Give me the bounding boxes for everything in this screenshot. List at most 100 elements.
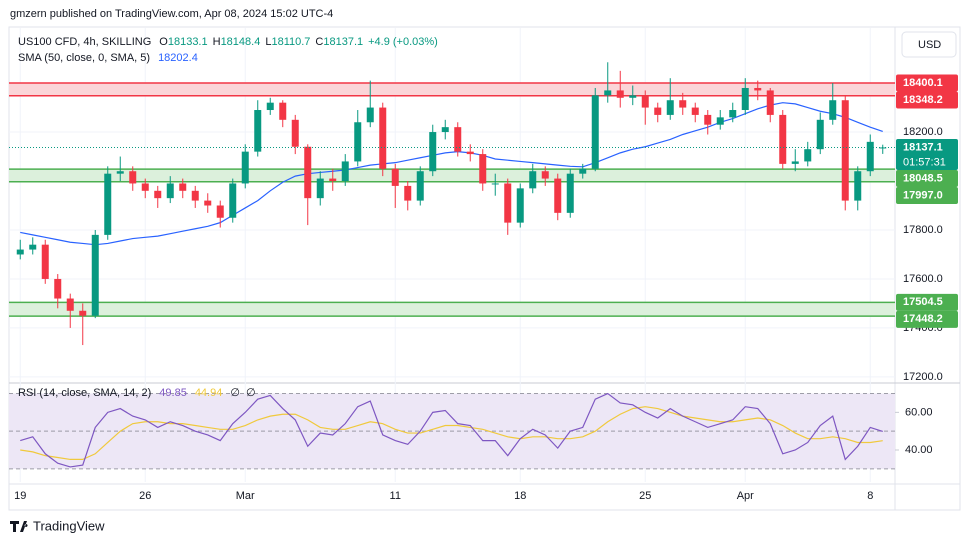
zone-price-label: 17448.2: [903, 313, 943, 325]
candle-body: [104, 173, 112, 235]
candle-body: [54, 278, 62, 299]
zone: [9, 302, 895, 317]
x-tick-label: Mar: [236, 490, 255, 502]
ohlc-letter: O: [159, 36, 168, 48]
x-tick-label: 8: [867, 490, 873, 502]
x-tick-label: 11: [390, 490, 401, 502]
candle-body: [329, 178, 337, 182]
candle-body: [816, 119, 824, 150]
rsi-line: [20, 392, 883, 468]
candle-body: [691, 107, 699, 115]
sma-legend: SMA (50, close, 0, SMA, 5): [18, 52, 150, 64]
candle-body: [354, 122, 362, 162]
zone-price-label: 17504.5: [903, 296, 943, 308]
change: +4.9 (+0.03%): [368, 36, 438, 48]
candle-body: [516, 188, 524, 223]
ohlc-value: 18137.1: [323, 36, 363, 48]
y-tick-label: 17600.0: [903, 273, 943, 285]
candle-body: [404, 185, 412, 201]
ohlc-value: 18133.1: [168, 36, 208, 48]
candle-body: [254, 110, 262, 152]
candle-body: [204, 200, 212, 206]
candle-body: [129, 171, 137, 184]
zone-price-box: [896, 91, 958, 109]
candle-body: [441, 127, 449, 133]
candle-body: [716, 117, 724, 125]
countdown: 01:57:31: [903, 156, 946, 168]
published-note: gmzern published on TradingView.com, Apr…: [10, 8, 333, 20]
candle-body: [841, 100, 849, 201]
candle-body: [91, 234, 99, 316]
candle-body: [416, 171, 424, 201]
candle-body: [179, 183, 187, 191]
candle-body: [279, 102, 287, 120]
candle-body: [316, 178, 324, 199]
ohlc-value: 18148.4: [221, 36, 261, 48]
candle-body: [529, 171, 537, 189]
zone-price-box: [896, 310, 958, 328]
candle-body: [579, 168, 587, 174]
rsi-tick-label: 60.00: [905, 406, 933, 418]
currency[interactable]: USD: [918, 39, 941, 51]
candle-body: [729, 110, 737, 118]
rsi-tick-label: 40.00: [905, 444, 933, 456]
zone-price-box: [896, 169, 958, 187]
candle-body: [241, 151, 249, 184]
candle-body: [629, 95, 637, 98]
candle-body: [154, 190, 162, 199]
rsi-legend: RSI (14, close, SMA, 14, 2): [18, 387, 151, 399]
ohlc-letter: H: [213, 36, 221, 48]
candle-body: [16, 249, 24, 255]
x-tick-label: Apr: [737, 490, 754, 502]
candle-body: [266, 102, 274, 111]
candle-body: [79, 310, 87, 316]
candle-body: [666, 100, 674, 115]
zone-price-label: 17997.0: [903, 189, 943, 201]
ohlc-value: 18110.7: [271, 36, 310, 48]
zone-price-label: 18048.5: [903, 172, 943, 184]
ohlc-letter: C: [315, 36, 323, 48]
candle-body: [379, 107, 387, 169]
y-tick-label: 17200.0: [903, 371, 943, 383]
zone-price-box: [896, 74, 958, 92]
candle-body: [804, 149, 812, 162]
candle-body: [304, 146, 312, 199]
zone: [9, 83, 895, 96]
candle-body: [829, 100, 837, 120]
candle-body: [341, 161, 349, 182]
zone: [9, 169, 895, 182]
brand-logo: [10, 521, 28, 532]
rsi-line: [20, 406, 883, 461]
candle-body: [66, 298, 74, 311]
x-tick-label: 26: [139, 490, 151, 502]
candle-body: [654, 107, 662, 115]
candle-body: [491, 183, 499, 185]
rsi-legend-value: 44.94: [195, 387, 223, 399]
rsi-legend-empty: ∅: [246, 387, 256, 399]
zone-price-label: 18348.2: [903, 94, 943, 106]
candle-body: [616, 90, 624, 98]
currency-button[interactable]: [901, 31, 957, 58]
frame: [8, 26, 961, 511]
candle-body: [679, 100, 687, 108]
candle-body: [779, 114, 787, 164]
candle-body: [229, 183, 237, 218]
candle-body: [504, 183, 512, 223]
zone-price-box: [896, 293, 958, 311]
y-tick-label: 18200.0: [903, 126, 943, 138]
candle-body: [741, 87, 749, 111]
y-tick-label: 17800.0: [903, 224, 943, 236]
sma-line: [20, 102, 883, 246]
candle-body: [704, 114, 712, 125]
last-price-label: 18137.1: [903, 141, 943, 153]
zone-price-label: 18400.1: [903, 77, 943, 89]
candle-body: [541, 171, 549, 179]
last-price-box: [896, 138, 958, 170]
candle-body: [591, 95, 599, 169]
candle-body: [566, 173, 574, 213]
candle-body: [141, 183, 149, 191]
ohlc-letter: L: [265, 36, 271, 48]
sma-legend-value: 18202.4: [158, 52, 198, 64]
x-tick-label: 18: [514, 490, 526, 502]
candle-body: [854, 171, 862, 201]
